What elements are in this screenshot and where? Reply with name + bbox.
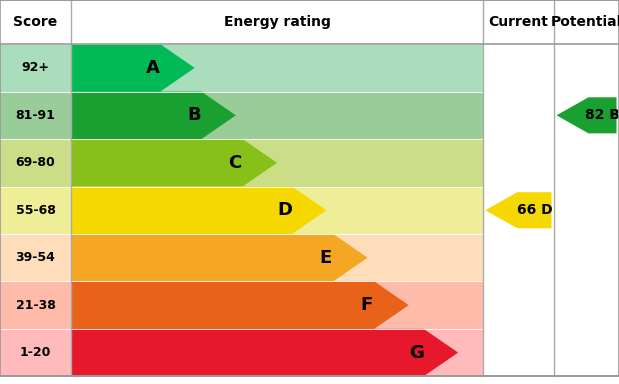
Text: 55-68: 55-68 — [15, 204, 56, 217]
Bar — [0, 44, 483, 92]
Polygon shape — [71, 329, 458, 376]
Bar — [0, 281, 483, 329]
Bar — [0, 329, 483, 376]
Text: 69-80: 69-80 — [15, 156, 56, 169]
Bar — [0, 234, 483, 281]
Text: 92+: 92+ — [22, 61, 50, 74]
Text: 66 D: 66 D — [517, 203, 552, 217]
Text: Score: Score — [14, 15, 58, 29]
Text: Energy rating: Energy rating — [223, 15, 331, 29]
Bar — [0, 187, 483, 234]
Polygon shape — [71, 44, 194, 92]
Polygon shape — [556, 97, 617, 133]
Text: 81-91: 81-91 — [15, 109, 56, 122]
Bar — [0, 0, 619, 44]
Polygon shape — [485, 192, 552, 228]
Polygon shape — [71, 139, 277, 187]
Text: F: F — [361, 296, 373, 314]
Text: B: B — [187, 106, 201, 124]
Polygon shape — [71, 187, 326, 234]
Text: A: A — [146, 59, 160, 77]
Text: D: D — [277, 201, 292, 219]
Text: 21-38: 21-38 — [15, 299, 56, 312]
Text: 82 B: 82 B — [585, 108, 619, 122]
Bar — [0, 92, 483, 139]
Text: 39-54: 39-54 — [15, 251, 56, 264]
Text: 1-20: 1-20 — [20, 346, 51, 359]
Polygon shape — [71, 234, 368, 281]
Text: G: G — [409, 344, 424, 362]
Text: Potential: Potential — [551, 15, 619, 29]
Text: Current: Current — [488, 15, 548, 29]
Polygon shape — [71, 92, 236, 139]
Text: C: C — [228, 154, 242, 172]
Bar — [0, 139, 483, 187]
Polygon shape — [71, 281, 409, 329]
Text: E: E — [319, 249, 332, 267]
